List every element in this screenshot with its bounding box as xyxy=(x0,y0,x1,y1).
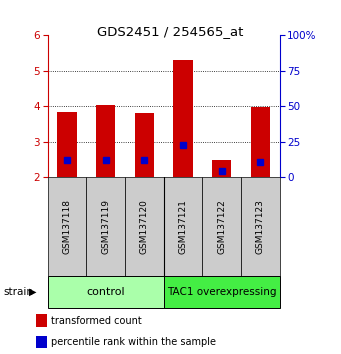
Text: GDS2451 / 254565_at: GDS2451 / 254565_at xyxy=(97,25,244,38)
Bar xyxy=(251,107,270,177)
Bar xyxy=(135,113,154,177)
Bar xyxy=(48,276,164,308)
Bar xyxy=(173,60,193,177)
Text: TAC1 overexpressing: TAC1 overexpressing xyxy=(167,287,277,297)
Text: GSM137121: GSM137121 xyxy=(178,199,188,254)
Bar xyxy=(212,160,231,177)
Bar xyxy=(86,177,125,276)
Bar xyxy=(241,177,280,276)
Text: control: control xyxy=(86,287,125,297)
Text: GSM137120: GSM137120 xyxy=(140,199,149,254)
Text: GSM137122: GSM137122 xyxy=(217,199,226,254)
Text: transformed count: transformed count xyxy=(50,316,142,326)
Bar xyxy=(164,276,280,308)
Bar xyxy=(164,177,202,276)
Bar xyxy=(96,105,115,177)
Bar xyxy=(48,177,86,276)
Bar xyxy=(125,177,164,276)
Bar xyxy=(202,177,241,276)
Text: GSM137118: GSM137118 xyxy=(62,199,72,254)
Text: percentile rank within the sample: percentile rank within the sample xyxy=(50,337,216,347)
Text: GSM137119: GSM137119 xyxy=(101,199,110,254)
Text: GSM137123: GSM137123 xyxy=(256,199,265,254)
Bar xyxy=(36,314,47,327)
Text: strain: strain xyxy=(3,287,33,297)
Text: ▶: ▶ xyxy=(29,287,36,297)
Bar xyxy=(36,336,47,348)
Bar xyxy=(57,112,77,177)
